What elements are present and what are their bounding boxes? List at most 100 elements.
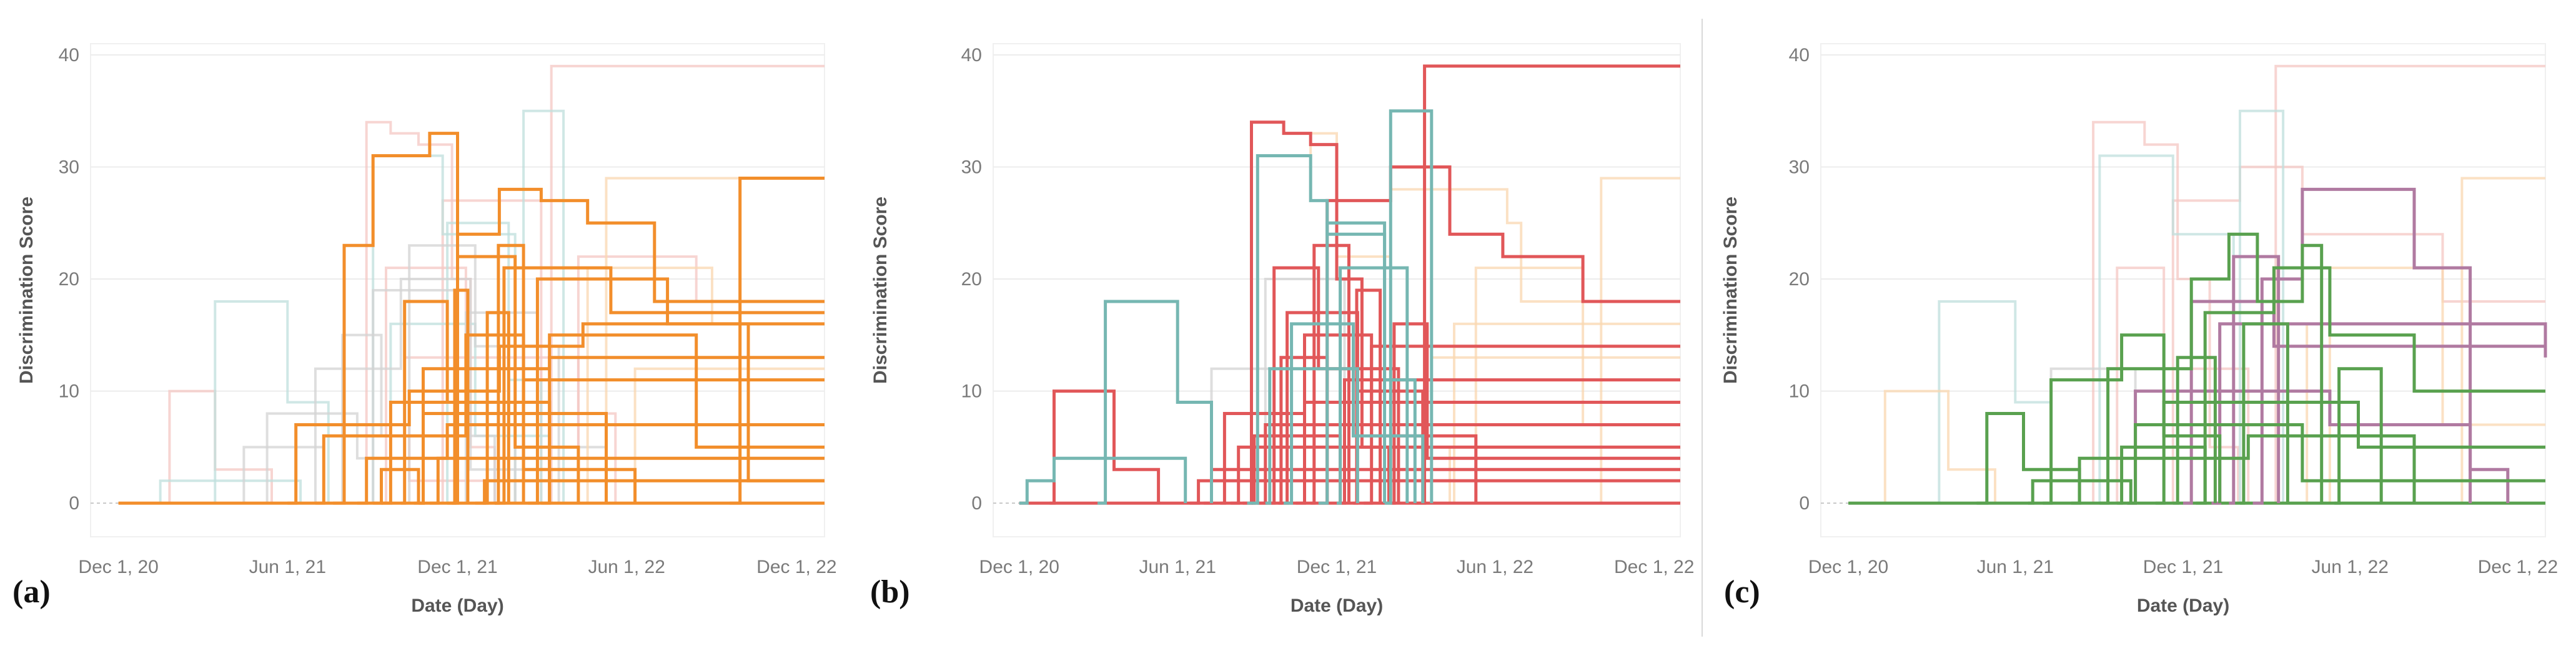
series-line [1019,456,1187,505]
series-line [2240,322,2289,505]
series-line [2172,356,2217,505]
series-line [1189,479,1680,505]
x-tick-label: Dec 1, 20 [979,557,1059,577]
series-line [1284,322,1425,505]
series-line [429,456,825,505]
y-tick-label: 20 [59,269,79,290]
series-line [1318,221,1417,505]
series-line [419,412,608,505]
series-line [1097,300,1213,505]
series-line [528,277,825,505]
x-tick-label: Jun 1, 22 [2312,557,2389,577]
x-tick-label: Jun 1, 21 [1977,557,2054,577]
series-line [1318,165,1680,505]
x-tick-label: Jun 1, 22 [1457,557,1533,577]
series-line [730,177,825,505]
series-line [1384,109,1434,505]
background-series-line [2088,154,2235,505]
series-line [2229,255,2281,505]
panel-label: (c) [1724,574,1760,610]
series-line [2334,367,2383,505]
series-line [1257,423,1680,505]
series-line [2028,479,2133,505]
x-tick-label: Dec 1, 20 [78,557,158,577]
background-series-line [627,367,825,505]
series-line [1390,322,1680,505]
x-tick-label: Dec 1, 22 [2478,557,2558,577]
series-line [2043,333,2222,505]
y-tick-label: 30 [1789,157,1810,178]
series-line [2196,266,2545,505]
series-line [495,266,825,505]
x-tick-label: Dec 1, 21 [1297,557,1377,577]
y-tick-label: 10 [59,381,79,402]
series-line [1415,64,1680,505]
y-tick-label: 30 [961,157,982,178]
y-tick-label: 10 [961,381,982,402]
series-line [2211,322,2547,505]
y-tick-label: 20 [1789,269,1810,290]
background-series-line [598,177,825,505]
series-line [495,243,525,505]
background-series-line [333,333,496,505]
background-series-line [1468,267,1680,505]
background-series-line [1931,300,2053,505]
series-line [2252,187,2472,505]
panel-c-chart: 0 10 20 30 40 Dec 1, 20 Jun 1, 21 Dec 1, 21 Jun … [1720,43,2558,616]
series-line [1337,266,1409,505]
series-line [475,479,825,505]
series-line [1220,333,1478,505]
x-tick-label: Dec 1, 22 [756,557,836,577]
y-tick-label: 40 [961,45,982,66]
y-tick-label: 20 [961,269,982,290]
series-line [1310,243,1350,505]
y-tick-label: 0 [971,493,982,514]
background-series-line [357,154,517,505]
series-line [1265,266,1400,505]
y-tick-label: 0 [69,493,79,514]
background-series-line [1880,389,1996,505]
y-tick-label: 0 [1799,493,1810,514]
series-line [1265,367,1359,505]
background-series-line [202,300,330,505]
plot-area [993,43,1681,537]
y-tick-label: 10 [1789,381,1810,402]
background-series-line [541,64,825,505]
panel-label: (a) [12,574,51,610]
y-tick-label: 40 [1789,45,1810,66]
series-line [1295,401,1680,505]
background-series-line [300,278,525,505]
x-axis-title: Date (Day) [1290,595,1383,616]
x-tick-label: Dec 1, 21 [417,557,497,577]
background-series-line [1442,322,1680,505]
series-line [1231,445,1680,505]
x-axis-title: Date (Day) [2137,595,2229,616]
panel-b-chart: 0 10 20 30 40 Dec 1, 20 Jun 1, 21 Dec 1, 21 Jun … [870,43,1694,616]
y-axis-title: Discrimination Score [1720,197,1741,384]
background-series-line [1592,177,1680,505]
series-line [2099,232,2324,505]
x-tick-label: Dec 1, 22 [1614,557,1694,577]
plot-area [90,43,825,537]
y-axis-title: Discrimination Score [870,197,891,384]
series-line [400,300,552,505]
series-line [447,187,825,505]
y-tick-label: 40 [59,45,79,66]
series-line [2127,423,2545,505]
series-line [1976,412,2081,505]
series-line [541,333,825,505]
series-line [315,333,637,505]
x-axis-title: Date (Day) [411,595,503,616]
x-tick-label: Jun 1, 21 [1139,557,1216,577]
background-series-line [2321,267,2545,505]
x-tick-label: Jun 1, 21 [249,557,326,577]
plot-area [1820,43,2546,537]
x-tick-label: Jun 1, 22 [588,557,665,577]
series-line [373,467,420,505]
series-line [482,311,510,505]
series-line [1247,154,1387,505]
x-tick-label: Dec 1, 21 [2143,557,2223,577]
y-axis-title: Discrimination Score [16,197,37,384]
y-tick-label: 30 [59,157,79,178]
